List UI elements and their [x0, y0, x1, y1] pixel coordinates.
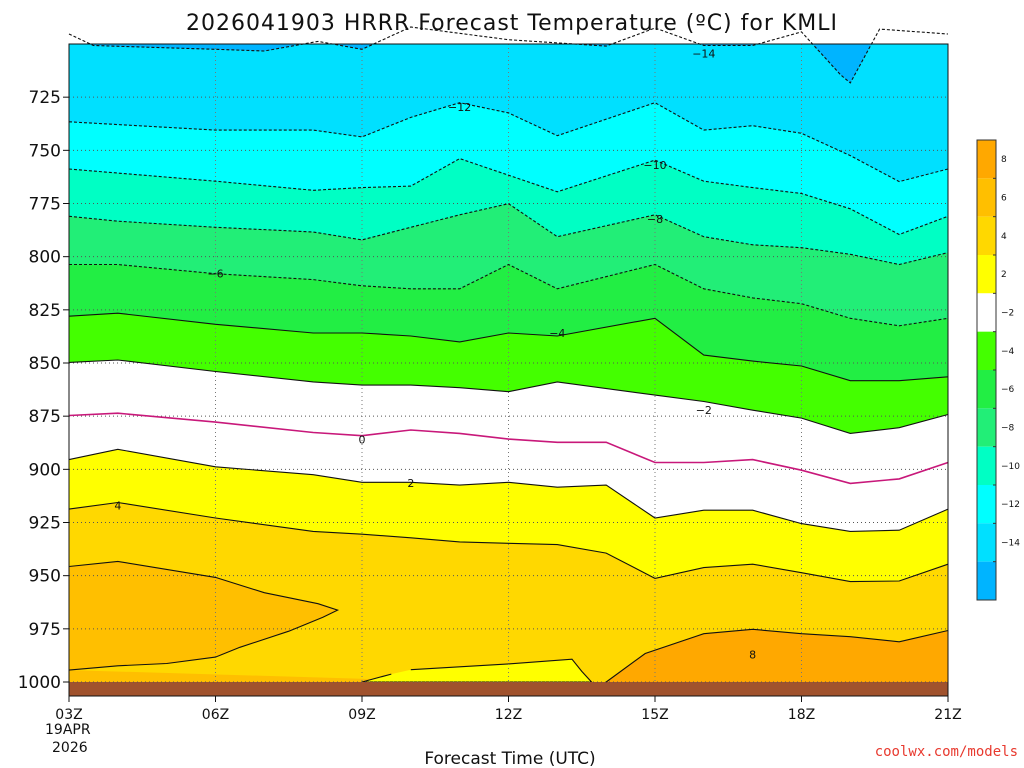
- date-line-2: 2026: [52, 740, 88, 756]
- x-tick-label: 18Z: [788, 707, 815, 723]
- colorbar-swatch: [977, 485, 996, 524]
- isotherm-label: −14: [692, 48, 715, 61]
- isotherm-line: [68, 203, 949, 266]
- isotherm-line: [68, 412, 949, 485]
- isotherm-label: −4: [549, 327, 565, 340]
- y-tick-label: 750: [29, 141, 61, 161]
- isotherm-label: 0: [359, 434, 366, 447]
- colorbar-label: 4: [1001, 232, 1007, 242]
- isotherm-label: −12: [448, 101, 471, 114]
- colorbar-label: 6: [1001, 194, 1007, 204]
- colorbar-swatch: [977, 140, 996, 179]
- isotherm-line: [68, 501, 949, 583]
- isotherm-line: [68, 448, 949, 532]
- y-tick-label: 950: [29, 567, 61, 587]
- isotherm-line: [605, 628, 949, 683]
- colorbar-swatch: [977, 178, 996, 217]
- x-tick-label: 21Z: [934, 707, 961, 723]
- isotherm-line: [68, 102, 949, 183]
- y-tick-label: 850: [29, 354, 61, 374]
- y-tick-label: 1000: [18, 673, 61, 693]
- isotherm-label: −2: [696, 404, 712, 417]
- colorbar-label: −8: [1001, 424, 1015, 434]
- x-tick-label: 09Z: [348, 707, 375, 723]
- colorbar-swatch: [977, 370, 996, 409]
- isotherm-line: [68, 560, 340, 671]
- band-8: [606, 629, 948, 696]
- colorbar-swatch: [977, 293, 996, 332]
- colorbar-label: −4: [1001, 347, 1015, 357]
- x-axis-label: Forecast Time (UTC): [424, 749, 595, 768]
- axes: 725 750 775 800 825 850 875 900 925 950 975 1000 03Z…: [18, 43, 962, 723]
- colorbar-swatch: [977, 408, 996, 447]
- chart-title: 2026041903 HRRR Forecast Temperature (ºC…: [186, 11, 838, 36]
- plot-area: [69, 44, 948, 696]
- colorbar-swatch: [977, 331, 996, 370]
- isotherm-label: −8: [647, 213, 663, 226]
- y-tick-label: 975: [29, 620, 61, 640]
- y-tick-label: 875: [29, 407, 61, 427]
- isotherm-label: 2: [407, 477, 414, 490]
- colorbar-swatch: [977, 561, 996, 600]
- y-tick-label: 925: [29, 514, 61, 534]
- colorbar-swatch: [977, 255, 996, 294]
- grid: [68, 44, 949, 683]
- colorbar-label: −2: [1001, 309, 1014, 319]
- warm-pool: [69, 561, 338, 671]
- isotherm-label: −10: [643, 159, 666, 172]
- isotherm-line: [68, 359, 949, 434]
- isotherm-label: 8: [749, 648, 756, 661]
- ground: [69, 682, 948, 696]
- colorbar-swatch: [977, 216, 996, 255]
- colorbar-label: −6: [1001, 385, 1015, 395]
- date-line-1: 19APR: [45, 722, 91, 738]
- x-tick-label: 03Z: [55, 707, 82, 723]
- isotherm-line: [68, 26, 949, 84]
- isotherm-line: [68, 158, 949, 236]
- isotherm-label: 4: [114, 499, 121, 512]
- isotherm-line: [69, 263, 949, 327]
- x-tick-label: 06Z: [202, 707, 229, 723]
- y-tick-label: 900: [29, 460, 61, 480]
- isotherms: −14 −12 −10 −8 −6 −4 −2 0 2 4 8: [68, 26, 949, 683]
- colorbar-label: −14: [1001, 539, 1020, 549]
- y-tick-label: 825: [29, 301, 61, 321]
- colorbar-label: −10: [1001, 462, 1020, 472]
- y-tick-label: 800: [29, 248, 61, 268]
- y-tick-label: 725: [29, 88, 61, 108]
- colorbar-label: −12: [1001, 500, 1020, 510]
- colorbar-label: 8: [1001, 155, 1007, 165]
- isotherm-label: −6: [207, 268, 223, 281]
- y-tick-label: 775: [29, 195, 61, 215]
- x-tick-label: 15Z: [641, 707, 668, 723]
- yellow-pocket: [362, 659, 592, 682]
- colorbar-swatch: [977, 523, 996, 562]
- x-tick-label: 12Z: [495, 707, 522, 723]
- credit-label: coolwx.com/models: [875, 744, 1018, 760]
- isotherm-line: [68, 312, 949, 382]
- colorbar-swatch: [977, 446, 996, 485]
- colorbar-label: 2: [1001, 270, 1007, 280]
- colorbar: 8 6 4 2 −2 −4 −6 −8 −10 −12 −14: [976, 139, 1020, 601]
